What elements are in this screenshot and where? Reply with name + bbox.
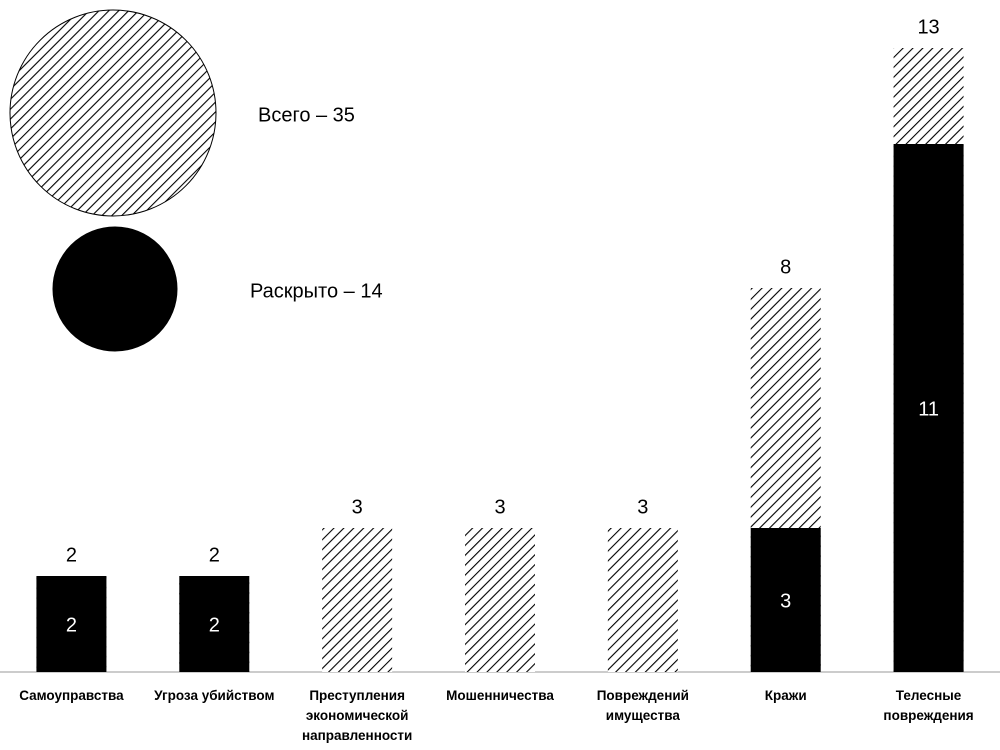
value-label: 2 — [209, 544, 220, 566]
x-tick-label: Мошенничества — [446, 688, 554, 703]
x-tick-label: Самоуправства — [19, 688, 124, 703]
x-tick-label: Угроза убийством — [154, 688, 275, 703]
x-tick-label: Повреждений имущества — [596, 688, 689, 723]
x-tick-label: Преступления экономической направленност… — [301, 688, 413, 743]
legend-label: Раскрыто – 14 — [250, 280, 383, 302]
bar — [322, 528, 393, 672]
bar — [607, 528, 678, 672]
bar — [36, 576, 107, 672]
value-label: 11 — [918, 398, 939, 420]
bar — [893, 144, 964, 672]
legend-swatch — [52, 226, 178, 352]
value-label: 3 — [352, 496, 363, 518]
legend-label: Всего – 35 — [258, 104, 355, 126]
value-label: 2 — [209, 614, 220, 636]
value-label: 13 — [917, 16, 939, 38]
value-label: 3 — [637, 496, 648, 518]
x-tick-label: Телесные повреждения — [883, 688, 974, 723]
value-label: 8 — [780, 256, 791, 278]
value-label: 2 — [66, 544, 77, 566]
value-label: 2 — [66, 614, 77, 636]
bar — [465, 528, 535, 672]
value-label: 3 — [780, 590, 791, 612]
bar — [750, 528, 821, 672]
value-label: 3 — [494, 496, 505, 518]
bar — [179, 576, 250, 672]
legend-swatch — [9, 9, 217, 217]
x-tick-label: Кражи — [764, 688, 807, 703]
